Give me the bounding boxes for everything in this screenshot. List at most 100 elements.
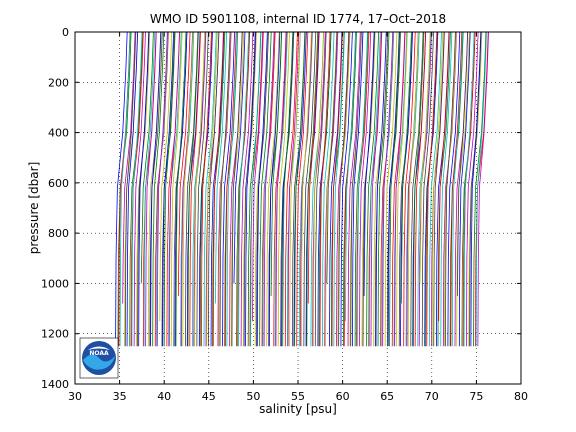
profile-line — [219, 32, 231, 347]
profile-line — [115, 32, 128, 347]
profile-line — [284, 32, 298, 347]
profile-line — [274, 32, 288, 347]
profile-line — [473, 32, 487, 347]
profile-line — [369, 32, 381, 347]
profile-line — [163, 32, 175, 347]
profile-line — [414, 32, 427, 347]
profile-line — [382, 32, 394, 347]
x-axis-label: salinity [psu] — [259, 402, 337, 416]
profile-line — [222, 32, 235, 347]
profile-line — [245, 32, 257, 347]
profile-line — [326, 32, 338, 284]
profile-line — [170, 32, 183, 347]
profile-line — [296, 32, 309, 347]
profile-line — [212, 32, 226, 347]
profile-line — [138, 32, 150, 347]
profile-line — [393, 32, 408, 347]
profile-line — [275, 32, 287, 347]
profile-line — [177, 32, 191, 297]
profile-line — [456, 32, 470, 347]
profile-line — [377, 32, 390, 347]
profile-line — [231, 32, 243, 347]
profile-line — [470, 32, 482, 347]
profile-line — [475, 32, 487, 347]
profile-line — [305, 32, 320, 347]
profile-line — [368, 32, 383, 347]
profile-line — [270, 32, 283, 297]
profile-line — [356, 32, 370, 347]
profile-line — [256, 32, 268, 347]
profile-line — [338, 32, 350, 347]
x-tick-label: 30 — [68, 390, 82, 403]
profile-line — [131, 32, 143, 347]
profile-line — [263, 32, 275, 347]
profile-line — [306, 32, 319, 347]
profile-line — [277, 32, 290, 347]
profile-line — [303, 32, 317, 347]
x-tick-label: 45 — [202, 390, 216, 403]
profile-line — [312, 32, 326, 347]
profile-line — [266, 32, 280, 347]
profile-line — [168, 32, 182, 347]
profile-line — [421, 32, 434, 347]
profile-line — [181, 32, 193, 347]
profile-line — [294, 32, 306, 347]
profile-line — [226, 32, 238, 347]
profile-line — [440, 32, 453, 347]
profile-line — [375, 32, 387, 347]
profile-line — [252, 32, 264, 322]
profile-line — [207, 32, 220, 347]
profile-line — [307, 32, 319, 304]
profile-line — [143, 32, 156, 347]
profile-line — [370, 32, 382, 347]
x-tick-label: 70 — [425, 390, 439, 403]
profile-line — [410, 32, 424, 347]
profile-line — [210, 32, 225, 347]
profile-line — [387, 32, 400, 347]
profile-line — [287, 32, 300, 347]
profile-line — [400, 32, 413, 347]
profile-line — [319, 32, 331, 347]
profile-line — [122, 32, 136, 304]
profile-line — [193, 32, 207, 347]
x-tick-label: 75 — [469, 390, 483, 403]
profile-line — [189, 32, 201, 347]
profile-line — [456, 32, 469, 297]
x-tick-labels: 30 35 40 45 50 55 60 65 70 75 80 — [68, 390, 528, 403]
profile-series-group — [115, 32, 489, 347]
y-tick-label: 1400 — [41, 378, 69, 391]
profile-line — [215, 32, 228, 304]
profile-line — [350, 32, 362, 347]
x-tick-label: 60 — [336, 390, 350, 403]
profile-line — [162, 32, 175, 347]
profile-line — [119, 32, 131, 347]
y-axis-label: pressure [dbar] — [27, 162, 41, 255]
profile-line — [243, 32, 256, 347]
profile-line — [374, 32, 389, 347]
y-tick-label: 1200 — [41, 328, 69, 341]
profile-line — [352, 32, 364, 347]
profile-line — [140, 32, 154, 284]
profile-line — [354, 32, 369, 347]
profile-line — [433, 32, 445, 347]
profile-line — [126, 32, 139, 347]
profile-line — [259, 32, 272, 347]
profile-line — [156, 32, 168, 347]
x-tick-label: 50 — [246, 390, 260, 403]
profile-line — [438, 32, 450, 322]
profile-line — [238, 32, 250, 347]
profile-line — [463, 32, 475, 347]
x-tick-label: 35 — [113, 390, 127, 403]
profile-line — [345, 32, 356, 322]
x-tick-label: 40 — [157, 390, 171, 403]
x-tick-label: 55 — [291, 390, 305, 403]
profile-line — [396, 32, 408, 347]
profile-line — [403, 32, 416, 347]
y-tick-labels: 0 200 400 600 800 1000 1200 1400 — [41, 26, 69, 391]
profile-line — [359, 32, 372, 347]
profile-line — [394, 32, 406, 347]
profile-line — [150, 32, 162, 347]
profile-line — [450, 32, 463, 347]
profile-line — [268, 32, 281, 347]
